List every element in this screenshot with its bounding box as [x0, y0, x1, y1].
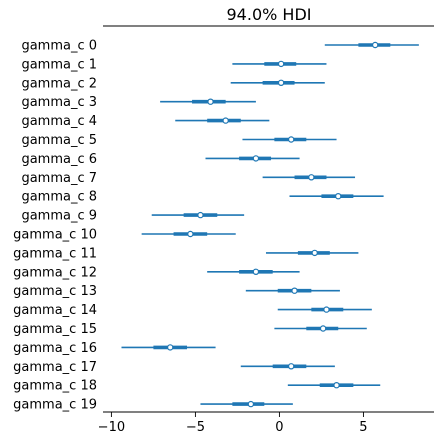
row-label: gamma_c 17	[13, 360, 97, 375]
x-tick: 0	[275, 412, 284, 435]
x-tick-label: 0	[275, 420, 283, 435]
forest-row: gamma_c 12	[13, 265, 300, 280]
mean-point	[252, 268, 260, 275]
mean-point	[291, 287, 298, 294]
forest-row: gamma_c 19	[13, 398, 293, 413]
row-label: gamma_c 4	[21, 114, 97, 129]
row-label: gamma_c 18	[13, 379, 97, 394]
mean-point	[287, 363, 295, 370]
x-tick: 5	[359, 412, 368, 435]
mean-point	[287, 136, 295, 143]
mean-point	[311, 249, 318, 257]
x-tick-label: −10	[98, 420, 125, 435]
mean-point	[277, 60, 285, 68]
row-label: gamma_c 19	[13, 398, 97, 413]
mean-point	[277, 79, 285, 87]
mean-point	[207, 98, 214, 105]
x-tick: −10	[98, 412, 125, 435]
row-label: gamma_c 11	[13, 246, 97, 261]
forest-row: gamma_c 4	[21, 114, 270, 129]
forest-row: gamma_c 10	[13, 228, 236, 243]
row-label: gamma_c 2	[21, 76, 97, 91]
mean-point	[187, 230, 194, 238]
rows-layer: gamma_c 0 gamma_c 1 gamma_c 2 gamma_c 3 gamm…	[13, 39, 419, 413]
forest-row: gamma_c 6	[21, 152, 300, 167]
row-label: gamma_c 5	[21, 133, 97, 148]
forest-row: gamma_c 11	[13, 246, 359, 261]
forest-row: gamma_c 13	[13, 284, 340, 299]
mean-point	[323, 306, 330, 313]
mean-point	[335, 192, 342, 200]
forest-row: gamma_c 18	[13, 379, 381, 394]
mean-point	[252, 155, 260, 162]
x-ticks-layer: −10 −5 0 5	[98, 412, 368, 435]
forest-row: gamma_c 7	[21, 171, 356, 186]
row-label: gamma_c 6	[21, 152, 97, 167]
forest-row: gamma_c 17	[13, 360, 335, 375]
forest-row: gamma_c 14	[13, 303, 372, 318]
mean-point	[319, 325, 327, 332]
mean-point	[167, 344, 174, 351]
mean-point	[247, 400, 255, 408]
mean-point	[197, 211, 204, 219]
x-tick-label: 5	[359, 420, 367, 435]
row-label: gamma_c 8	[21, 190, 97, 205]
mean-point	[333, 382, 340, 389]
forest-row: gamma_c 16	[13, 341, 216, 356]
forest-row: gamma_c 9	[21, 209, 245, 224]
row-label: gamma_c 1	[21, 57, 97, 72]
forest-row: gamma_c 3	[21, 95, 256, 110]
row-label: gamma_c 3	[21, 95, 97, 110]
mean-point	[222, 117, 229, 124]
x-tick: −5	[186, 412, 205, 435]
forest-row: gamma_c 8	[21, 190, 384, 205]
forest-row: gamma_c 2	[21, 76, 325, 91]
row-label: gamma_c 14	[13, 303, 97, 318]
mean-point	[371, 41, 379, 49]
row-label: gamma_c 0	[21, 39, 97, 54]
forest-row: gamma_c 5	[21, 133, 337, 148]
mean-point	[308, 174, 315, 181]
row-label: gamma_c 9	[21, 209, 97, 224]
row-label: gamma_c 13	[13, 284, 97, 299]
forest-row: gamma_c 0	[21, 39, 419, 54]
row-label: gamma_c 7	[21, 171, 97, 186]
row-label: gamma_c 16	[13, 341, 97, 356]
row-label: gamma_c 10	[13, 228, 97, 243]
row-label: gamma_c 12	[13, 265, 97, 280]
chart-title: 94.0% HDI	[227, 5, 312, 24]
row-label: gamma_c 15	[13, 322, 97, 337]
forest-row: gamma_c 1	[21, 57, 327, 72]
forest-row: gamma_c 15	[13, 322, 367, 337]
x-tick-label: −5	[186, 420, 205, 435]
